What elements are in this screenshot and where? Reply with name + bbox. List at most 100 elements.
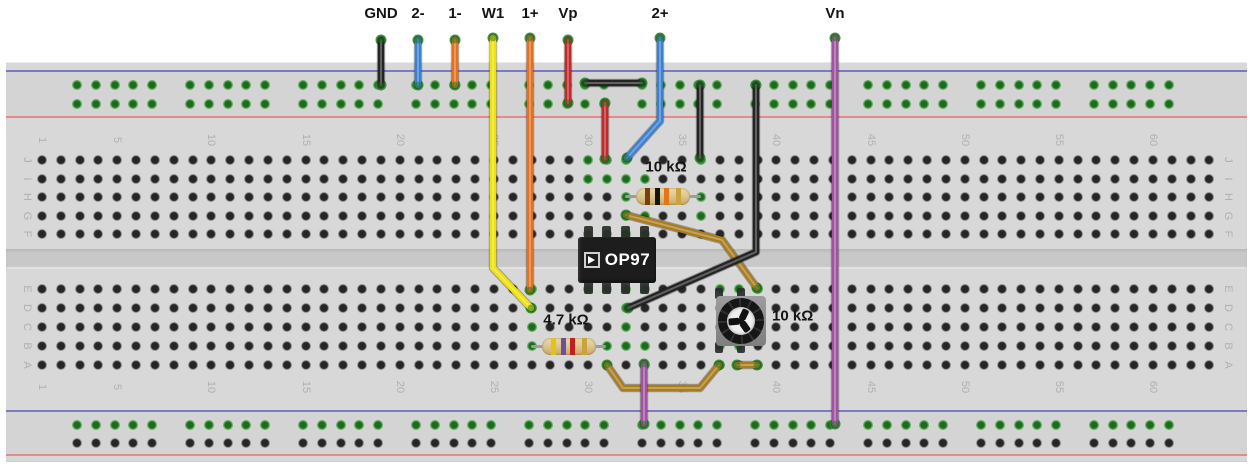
bottom-rail-hole (636, 438, 647, 448)
bottom-rail-hole (429, 438, 440, 448)
bottom-rail-hole (147, 438, 158, 448)
bottom-rail-hole (862, 438, 873, 448)
top-rail-hole (90, 80, 101, 90)
grid-hole (168, 322, 179, 332)
grid-hole (846, 322, 857, 332)
grid-hole (696, 322, 707, 332)
grid-hole (884, 173, 895, 184)
grid-hole (1053, 192, 1064, 202)
grid-hole (451, 303, 462, 313)
grid-hole (1016, 360, 1027, 370)
grid-hole (1147, 229, 1158, 239)
top-rail-hole (184, 99, 195, 109)
grid-hole (545, 229, 556, 239)
grid-hole (583, 155, 594, 165)
grid-hole (319, 192, 330, 202)
grid-hole (281, 322, 292, 332)
top-rail-hole (1032, 80, 1043, 90)
grid-hole (300, 173, 311, 184)
grid-hole (1129, 192, 1140, 202)
grid-hole (470, 322, 481, 332)
grid-hole (1072, 229, 1083, 239)
top-rail-hole (1164, 80, 1175, 90)
grid-hole (809, 303, 820, 313)
grid-hole (225, 284, 236, 294)
grid-hole (206, 341, 217, 351)
grid-hole (1072, 322, 1083, 332)
grid-hole (922, 303, 932, 313)
grid-hole (93, 155, 104, 165)
grid-hole (319, 360, 330, 370)
grid-hole (131, 322, 142, 332)
grid-hole (1129, 341, 1140, 351)
top-rail-hole (919, 80, 930, 90)
grid-hole (978, 229, 989, 239)
bottom-rail-hole (203, 438, 214, 448)
bottom-rail-hole (1013, 438, 1024, 448)
resistor-4k7-band (569, 338, 575, 355)
top-rail-hole (147, 99, 158, 109)
grid-hole (714, 229, 725, 239)
grid-hole (357, 360, 368, 370)
grid-hole (771, 192, 782, 202)
grid-hole (1034, 210, 1045, 221)
grid-hole (149, 173, 160, 184)
grid-hole (281, 360, 292, 370)
bottom-rail-hole (806, 420, 817, 430)
grid-hole (319, 173, 330, 184)
bottom-rail-hole (109, 438, 120, 448)
bottom-rail-hole (1145, 438, 1156, 448)
grid-hole (319, 210, 330, 221)
grid-hole (922, 229, 932, 239)
grid-hole (112, 155, 123, 165)
bottom-rail-hole (354, 438, 365, 448)
grid-hole (922, 284, 932, 294)
grid-hole (432, 192, 443, 202)
bottom-rail-hole (787, 420, 798, 430)
grid-hole (1016, 173, 1027, 184)
grid-hole (507, 322, 518, 332)
grid-hole (1185, 155, 1196, 165)
grid-hole (338, 192, 349, 202)
grid-hole (1110, 229, 1121, 239)
grid-hole (714, 192, 725, 202)
grid-hole (357, 341, 368, 351)
grid-hole (244, 192, 255, 202)
grid-hole (583, 192, 594, 202)
top-rail-hole (410, 99, 421, 109)
bottom-rail-hole (1145, 420, 1156, 430)
bottom-rail-hole (1013, 420, 1024, 430)
grid-hole (1147, 155, 1158, 165)
grid-hole (149, 210, 160, 221)
grid-hole (959, 284, 970, 294)
grid-hole (620, 360, 631, 370)
grid-hole (244, 210, 255, 221)
top-rail-hole (919, 99, 930, 109)
grid-hole (846, 155, 857, 165)
grid-hole (413, 322, 424, 332)
grid-hole (865, 284, 876, 294)
top-rail-hole (335, 99, 346, 109)
grid-hole (93, 341, 104, 351)
grid-hole (93, 360, 104, 370)
bottom-rail-hole (429, 420, 440, 430)
grid-hole (846, 284, 857, 294)
grid-hole (451, 341, 462, 351)
grid-hole (507, 155, 518, 165)
grid-hole (1091, 229, 1102, 239)
grid-hole (978, 341, 989, 351)
grid-hole (131, 229, 142, 239)
grid-hole (74, 155, 85, 165)
bottom-rail-hole (335, 420, 346, 430)
top-rail-hole (1013, 99, 1024, 109)
bottom-rail-hole (467, 420, 478, 430)
bottom-rail-hole (72, 438, 82, 448)
grid-hole (1016, 322, 1027, 332)
grid-hole (206, 192, 217, 202)
grid-hole (225, 229, 236, 239)
bottom-rail-hole (712, 438, 723, 448)
grid-hole (601, 173, 612, 184)
grid-hole (1129, 322, 1140, 332)
grid-hole (187, 229, 198, 239)
grid-hole (131, 210, 142, 221)
